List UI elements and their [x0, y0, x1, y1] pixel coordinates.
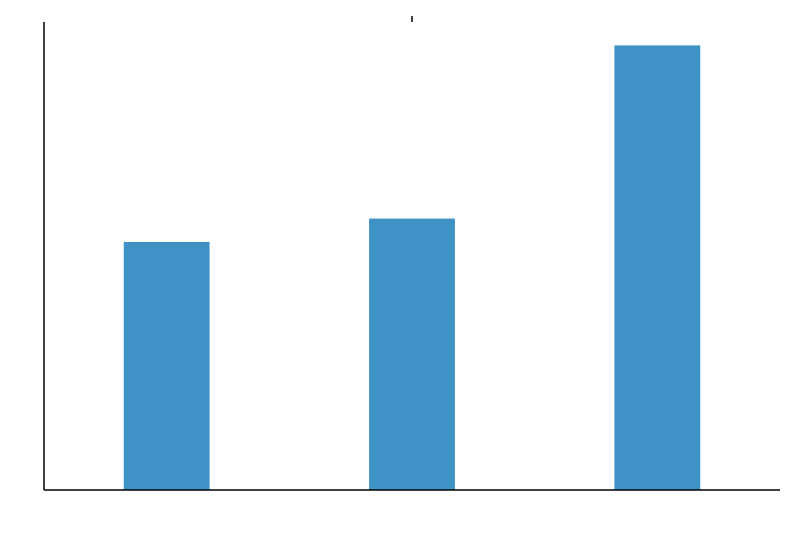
bar-chart [0, 0, 800, 537]
bar [369, 219, 455, 490]
bar [124, 242, 210, 490]
chart-svg [0, 0, 800, 537]
bar [614, 45, 700, 490]
